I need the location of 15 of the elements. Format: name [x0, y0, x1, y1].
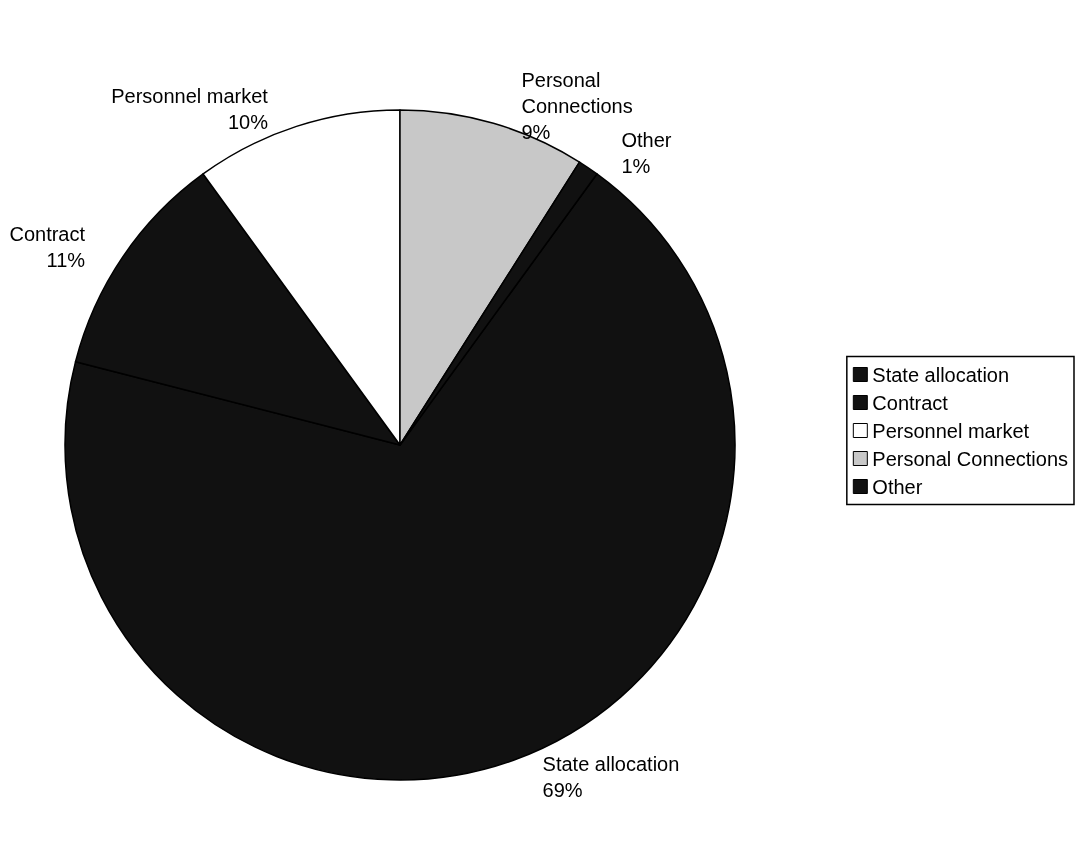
- legend-label: Personnel market: [872, 419, 1030, 442]
- data-label: 1%: [621, 155, 651, 178]
- legend-label: Contract: [872, 391, 949, 414]
- legend-label: Personal Connections: [872, 447, 1069, 470]
- slice-label: State allocation: [542, 753, 680, 776]
- slice-label: Contract: [9, 222, 86, 245]
- slice-label: Personal Connections: [521, 69, 633, 118]
- data-label: 10%: [227, 111, 269, 134]
- slice-label: Personnel market: [111, 85, 269, 108]
- legend-label: State allocation: [872, 363, 1010, 386]
- slice-label: Other: [621, 129, 672, 152]
- data-label: 69%: [542, 779, 583, 802]
- data-label: 11%: [46, 248, 86, 271]
- data-label: 9%: [521, 121, 551, 144]
- legend-label: Other: [872, 475, 923, 498]
